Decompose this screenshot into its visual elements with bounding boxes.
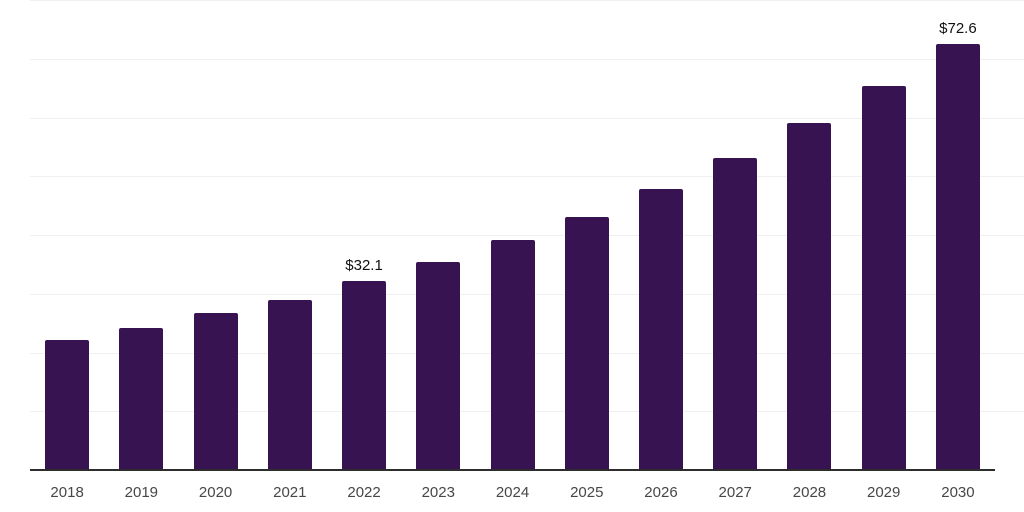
x-tick-label-2018: 2018 bbox=[50, 484, 84, 501]
bar-slot-2027 bbox=[698, 0, 772, 470]
bar-2024 bbox=[490, 240, 535, 470]
bar-2028 bbox=[787, 123, 832, 470]
bar-slot-2020 bbox=[178, 0, 252, 470]
bar-slot-2030: $72.6 bbox=[921, 0, 995, 470]
bar-slot-2026 bbox=[624, 0, 698, 470]
bar-slot-2024 bbox=[475, 0, 549, 470]
value-label-2030: $72.6 bbox=[939, 19, 977, 37]
x-tick-label-2028: 2028 bbox=[792, 484, 827, 501]
x-axis-line bbox=[30, 469, 995, 471]
bar-2022 bbox=[342, 281, 387, 470]
x-tick-label-2019: 2019 bbox=[124, 484, 159, 501]
bar-slot-2021 bbox=[253, 0, 327, 470]
bar-2030 bbox=[935, 43, 980, 470]
bar-slot-2018 bbox=[30, 0, 104, 470]
bar-slot-2028 bbox=[772, 0, 846, 470]
bar-slot-2025 bbox=[550, 0, 624, 470]
bar-2018 bbox=[45, 340, 90, 470]
x-tick-label-2022: 2022 bbox=[347, 484, 381, 501]
x-tick-label-2026: 2026 bbox=[644, 484, 678, 501]
x-tick-label-2030: 2030 bbox=[941, 484, 975, 501]
bar-2026 bbox=[638, 188, 683, 470]
x-tick-label-2021: 2021 bbox=[273, 484, 307, 501]
x-tick-label-2027: 2027 bbox=[718, 484, 752, 501]
bar-2019 bbox=[119, 328, 164, 470]
x-axis-labels: 2018 2019 2020 2021 2022 2023 2024 2025 2026 2027… bbox=[30, 484, 995, 501]
x-tick-label-2029: 2029 bbox=[867, 484, 901, 501]
x-tick-label-2020: 2020 bbox=[198, 484, 233, 501]
bar-slot-2023 bbox=[401, 0, 475, 470]
x-tick-label-2023: 2023 bbox=[421, 484, 455, 501]
bar-2029 bbox=[861, 85, 906, 470]
bar-2023 bbox=[416, 262, 461, 470]
plot-area: $32.1 $72.6 bbox=[30, 0, 995, 470]
value-label-2022: $32.1 bbox=[345, 257, 383, 275]
bar-2020 bbox=[193, 312, 238, 470]
bar-2027 bbox=[713, 158, 758, 470]
bar-2025 bbox=[564, 216, 609, 470]
bar-slot-2019 bbox=[104, 0, 178, 470]
x-tick-label-2024: 2024 bbox=[495, 484, 530, 501]
x-tick-label-2025: 2025 bbox=[570, 484, 604, 501]
bar-slot-2029 bbox=[847, 0, 921, 470]
bar-2021 bbox=[267, 299, 312, 470]
bar-slot-2022: $32.1 bbox=[327, 0, 401, 470]
